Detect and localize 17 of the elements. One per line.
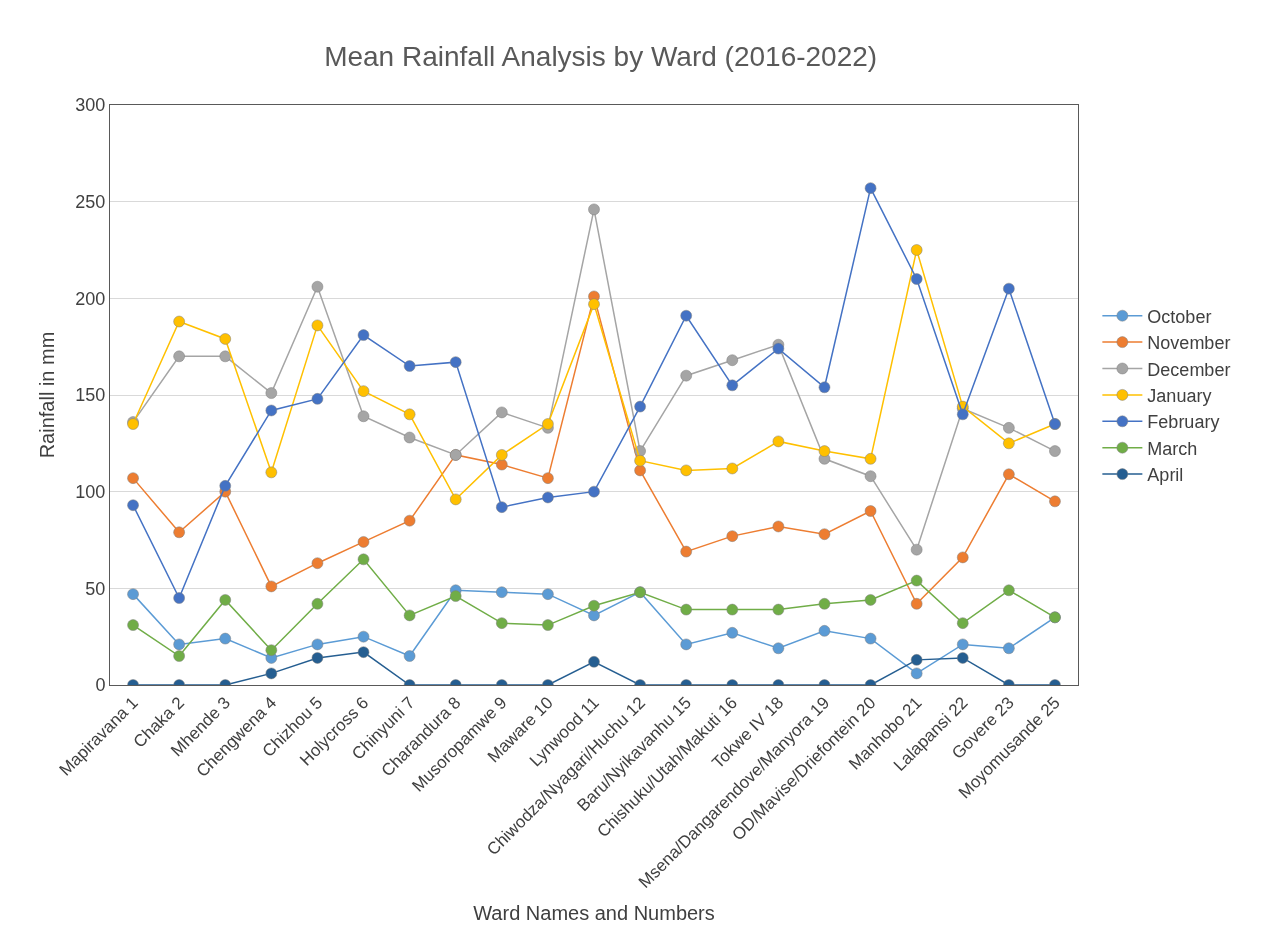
y-tick-label: 0 [95,675,106,696]
legend-label: February [1147,412,1220,433]
y-tick-label: 250 [75,191,106,212]
y-tick-label: 50 [85,578,106,599]
legend-label: December [1147,359,1231,380]
legend-label: March [1147,438,1198,459]
y-tick-label: 300 [75,95,106,116]
x-axis-title: Ward Names and Numbers [473,902,715,925]
legend-label: October [1147,306,1212,327]
chart-title: Mean Rainfall Analysis by Ward (2016-2022) [324,41,878,73]
legend-label: April [1147,465,1184,486]
legend-label: January [1147,385,1212,406]
y-tick-label: 200 [75,288,106,309]
y-tick-label: 100 [75,481,106,502]
y-tick-label: 150 [75,385,106,406]
legend-label: November [1147,333,1231,354]
y-axis-title: Rainfall in mm [35,331,58,459]
